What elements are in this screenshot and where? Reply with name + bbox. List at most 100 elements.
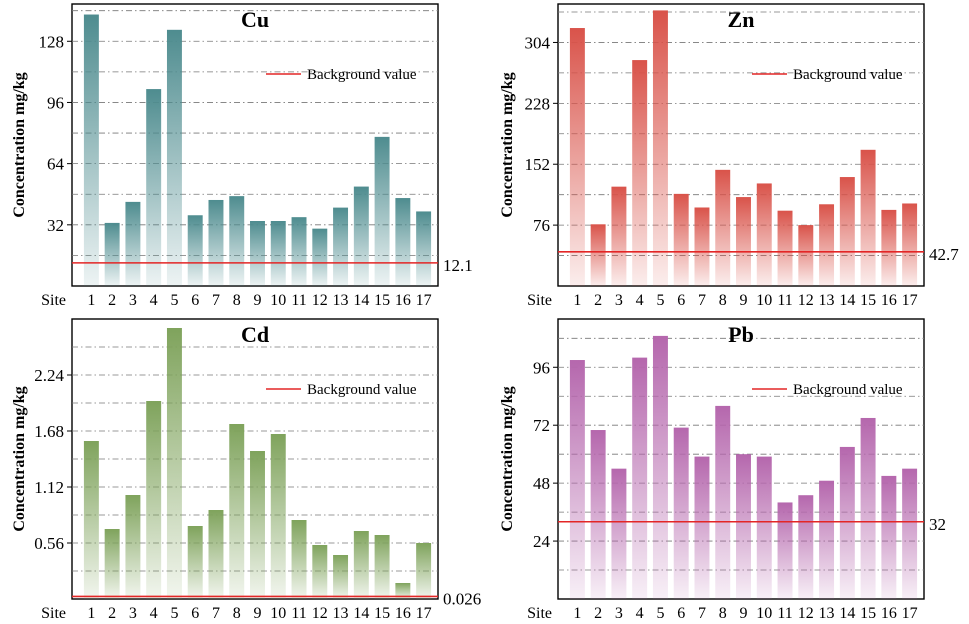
y-tick-label: 1.12 <box>34 478 64 497</box>
bar <box>736 197 751 286</box>
bar <box>312 228 328 286</box>
bar <box>125 201 141 286</box>
bar <box>652 335 668 599</box>
x-tick-label: 6 <box>191 605 199 619</box>
bar <box>611 468 627 599</box>
x-tick-label: 9 <box>740 605 748 619</box>
x-tick-label: 1 <box>573 605 581 619</box>
y-tick-label: 152 <box>525 155 551 174</box>
x-tick-label: 15 <box>860 292 876 309</box>
x-tick-label: 12 <box>312 292 328 309</box>
bar <box>291 217 307 286</box>
bar <box>333 555 349 599</box>
bar <box>83 441 99 599</box>
x-tick-label: 5 <box>170 605 178 619</box>
x-tick-label: 14 <box>839 605 855 619</box>
y-axis-label: Concentration mg/kg <box>11 72 28 217</box>
x-tick-label: 1 <box>87 292 95 309</box>
bar <box>250 221 265 286</box>
x-tick-label: 9 <box>740 292 748 309</box>
y-axis-label: Concentration mg/kg <box>11 386 28 531</box>
x-tick-label: 14 <box>353 292 369 309</box>
x-tick-label: 9 <box>254 605 262 619</box>
x-axis-label: Site <box>41 605 66 619</box>
y-tick-label: 228 <box>525 94 551 113</box>
bar <box>652 10 668 286</box>
x-tick-label: 16 <box>881 292 897 309</box>
x-tick-label: 17 <box>416 292 432 309</box>
bar <box>673 427 689 599</box>
x-tick-label: 3 <box>615 605 623 619</box>
x-tick-label: 15 <box>374 605 390 619</box>
y-axis-label: Concentration mg/kg <box>499 386 516 531</box>
x-tick-label: 10 <box>756 605 772 619</box>
bar <box>694 207 710 286</box>
x-tick-label: 5 <box>656 605 664 619</box>
bar <box>187 215 203 286</box>
y-tick-label: 2.24 <box>34 366 64 385</box>
x-tick-label: 8 <box>233 292 241 309</box>
bar <box>353 186 369 286</box>
x-tick-label: 11 <box>291 605 306 619</box>
bar <box>881 209 897 286</box>
x-tick-label: 13 <box>333 292 349 309</box>
x-tick-label: 7 <box>698 292 706 309</box>
bar <box>83 14 99 287</box>
x-tick-label: 16 <box>395 292 411 309</box>
bar <box>166 328 182 599</box>
bar <box>736 454 751 599</box>
x-tick-label: 14 <box>839 292 855 309</box>
bar <box>839 177 855 286</box>
bar <box>590 224 606 286</box>
x-tick-label: 3 <box>129 605 137 619</box>
x-tick-label: 8 <box>233 605 241 619</box>
bar <box>777 210 793 286</box>
x-tick-label: 6 <box>191 292 199 309</box>
x-tick-label: 10 <box>756 292 772 309</box>
x-tick-label: 13 <box>819 605 835 619</box>
x-tick-label: 14 <box>353 605 369 619</box>
background-value-label: 0.026 <box>443 589 481 608</box>
y-tick-label: 64 <box>47 155 65 174</box>
x-tick-label: 10 <box>270 292 286 309</box>
y-tick-label: 76 <box>533 216 550 235</box>
x-tick-label: 11 <box>291 292 306 309</box>
x-tick-label: 10 <box>270 605 286 619</box>
x-tick-label: 17 <box>416 605 432 619</box>
bar <box>208 510 224 599</box>
legend-label: Background value <box>793 67 903 83</box>
legend-label: Background value <box>793 382 903 398</box>
bar <box>104 222 120 286</box>
x-tick-label: 12 <box>798 605 814 619</box>
bar <box>860 149 876 286</box>
bar <box>374 535 390 599</box>
y-tick-label: 0.56 <box>34 534 64 553</box>
x-tick-label: 12 <box>798 292 814 309</box>
y-tick-label: 96 <box>47 93 64 112</box>
bar <box>798 225 814 286</box>
bar <box>250 451 265 599</box>
x-tick-label: 8 <box>719 292 727 309</box>
chart-title: Cd <box>241 322 269 347</box>
bar <box>353 531 369 599</box>
bar <box>291 520 307 599</box>
background-value-label: 12.1 <box>443 256 473 275</box>
bar <box>881 475 897 599</box>
x-tick-label: 15 <box>860 605 876 619</box>
bar <box>673 193 689 286</box>
panel-cd: 0.561.121.682.241 2 3 4 5 6 7 8 9 10 11 12 13 14 15 16 1… <box>11 318 481 622</box>
x-tick-label: 7 <box>698 605 706 619</box>
x-axis-label: Site <box>41 292 66 309</box>
bar <box>125 495 141 599</box>
bar <box>270 221 286 286</box>
bar <box>694 456 710 599</box>
bar <box>756 456 772 599</box>
bar <box>187 526 203 599</box>
bar <box>715 169 731 286</box>
x-tick-label: 4 <box>150 605 158 619</box>
